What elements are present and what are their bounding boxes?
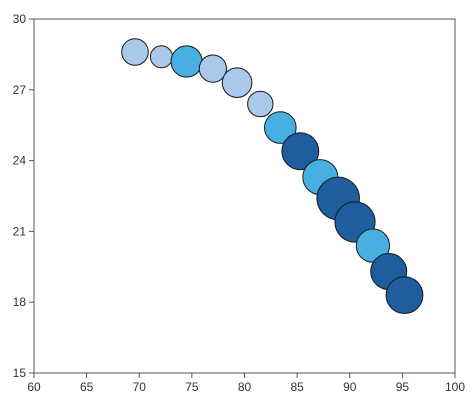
bubble-series	[121, 38, 424, 315]
bubble-point-2	[170, 45, 203, 78]
bubble-point-7	[281, 132, 320, 171]
x-tick-label: 80	[238, 380, 252, 394]
x-tick-label: 85	[290, 380, 304, 394]
bubble-point-13	[385, 276, 424, 315]
y-axis: 15 18 21 24 27 30	[13, 12, 34, 380]
bubble-point-6	[264, 111, 297, 144]
x-tick-label: 100	[445, 380, 465, 394]
x-tick-label: 95	[396, 380, 410, 394]
y-tick-label: 15	[13, 366, 27, 380]
bubble-point-3	[198, 54, 227, 83]
x-axis: 60 65 70 75 80 85 90 95 100	[27, 373, 465, 394]
y-tick-label: 30	[13, 12, 27, 26]
x-tick-label: 70	[133, 380, 147, 394]
bubble-point-0	[121, 38, 149, 66]
x-tick-label: 75	[185, 380, 199, 394]
y-tick-label: 27	[13, 83, 27, 97]
x-tick-label: 90	[343, 380, 357, 394]
bubble-point-1	[149, 45, 173, 69]
y-tick-label: 21	[13, 224, 27, 238]
x-tick-label: 65	[80, 380, 94, 394]
bubble-point-5	[247, 90, 274, 118]
x-tick-label: 60	[27, 380, 41, 394]
y-tick-label: 24	[13, 154, 27, 168]
y-tick-label: 18	[13, 295, 27, 309]
bubble-point-4	[221, 67, 253, 98]
